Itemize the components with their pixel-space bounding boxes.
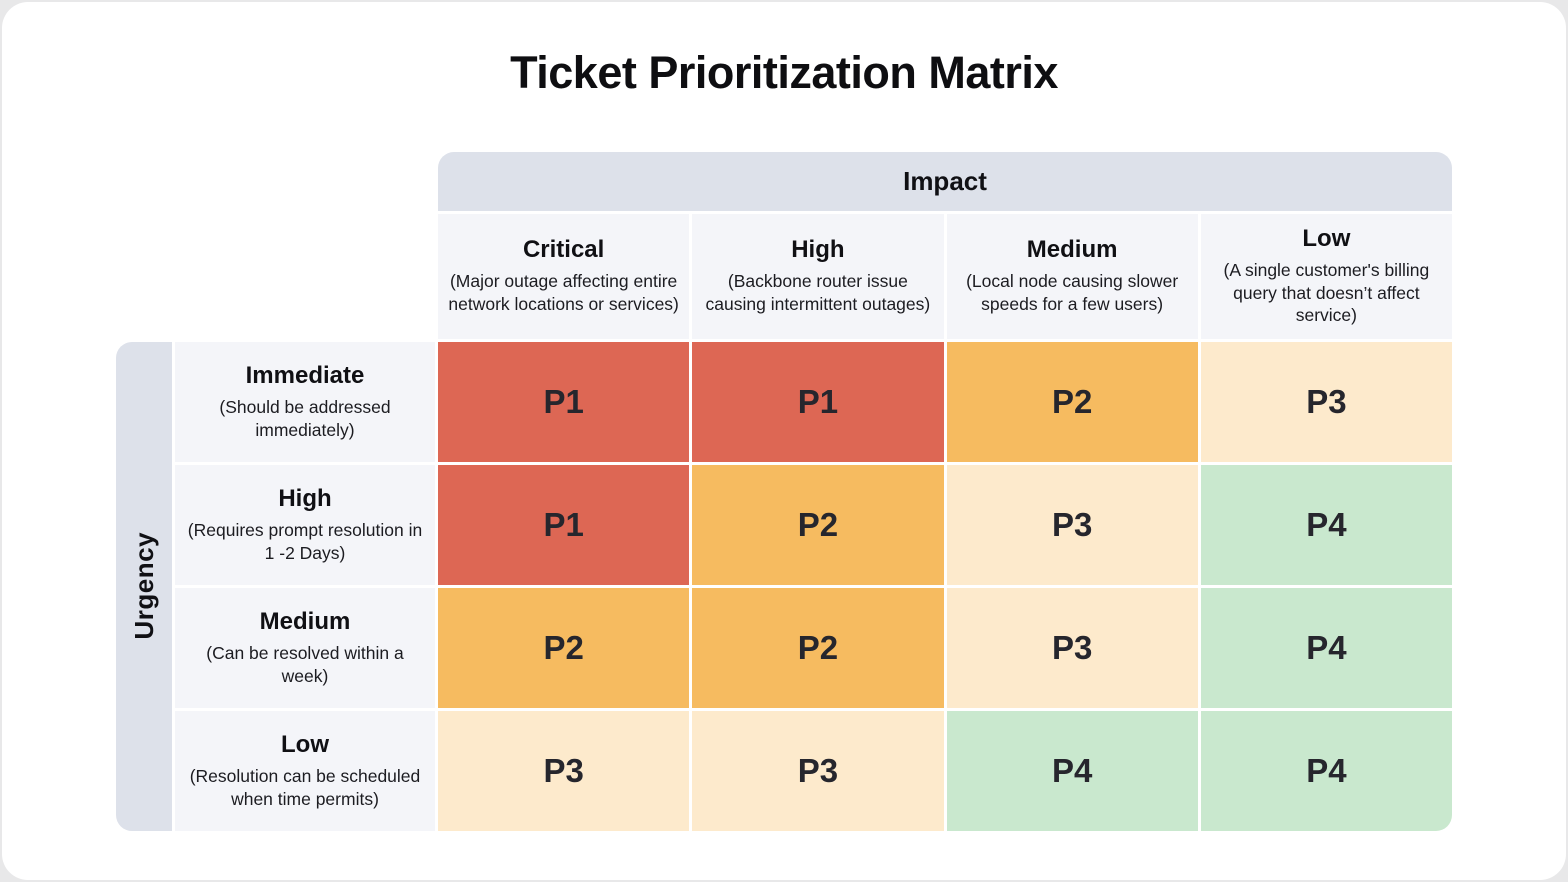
matrix-cell-high-high: P2 — [692, 464, 944, 585]
matrix-cell-medium-high: P2 — [692, 587, 944, 708]
impact-axis-bar: Impact — [438, 151, 1452, 211]
impact-header-label: Low — [1302, 224, 1351, 252]
impact-axis-label: Impact — [903, 165, 987, 196]
urgency-header-high: High (Requires prompt resolution in 1 -2… — [175, 464, 435, 585]
urgency-header-label: Immediate — [245, 361, 365, 389]
matrix-cell-high-low: P4 — [1200, 464, 1452, 585]
urgency-axis-bar: Urgency — [116, 341, 172, 831]
urgency-header-description: (Resolution can be scheduled when time p… — [189, 765, 421, 809]
matrix-cell-low-medium: P4 — [946, 710, 1198, 831]
urgency-header-label: High — [278, 484, 332, 512]
urgency-header-description: (Should be addressed immediately) — [219, 396, 391, 440]
impact-header-medium: Medium (Local node causing slower speeds… — [946, 213, 1198, 339]
page-title: Ticket Prioritization Matrix — [510, 47, 1058, 98]
impact-header-description: (Local node causing slower speeds for a … — [966, 271, 1179, 314]
impact-header-low: Low (A single customer's billing query t… — [1200, 213, 1452, 339]
urgency-axis-label: Urgency — [128, 532, 159, 640]
impact-header-label: Critical — [522, 236, 605, 264]
urgency-header-label: Low — [281, 730, 329, 758]
urgency-header-medium: Medium (Can be resolved within a week) — [175, 587, 435, 708]
matrix-cell-medium-critical: P2 — [438, 587, 690, 708]
urgency-header-immediate: Immediate (Should be addressed immediate… — [175, 341, 435, 462]
impact-header-description: (A single customer's billing query that … — [1223, 259, 1430, 326]
impact-header-label: High — [791, 236, 845, 264]
impact-header-description: (Major outage affecting entire network l… — [448, 271, 679, 314]
matrix-cell-immediate-high: P1 — [692, 341, 944, 462]
urgency-header-label: Medium — [259, 607, 351, 635]
matrix-cell-immediate-low: P3 — [1200, 341, 1452, 462]
urgency-header-description: (Can be resolved within a week) — [206, 642, 404, 686]
matrix-cell-medium-low: P4 — [1200, 587, 1452, 708]
matrix-cell-low-low: P4 — [1200, 710, 1452, 831]
matrix-cell-low-critical: P3 — [438, 710, 690, 831]
urgency-header-description: (Requires prompt resolution in 1 -2 Days… — [187, 519, 423, 563]
matrix-cell-high-critical: P1 — [438, 464, 690, 585]
impact-header-critical: Critical (Major outage affecting entire … — [438, 213, 690, 339]
urgency-header-low: Low (Resolution can be scheduled when ti… — [175, 710, 435, 831]
impact-header-label: Medium — [1026, 236, 1118, 264]
impact-header-description: (Backbone router issue causing intermitt… — [705, 271, 931, 314]
prioritization-matrix: Impact Critical (Major outage affecting … — [116, 151, 1452, 831]
matrix-cell-high-medium: P3 — [946, 464, 1198, 585]
impact-header-high: High (Backbone router issue causing inte… — [692, 213, 944, 339]
matrix-cell-medium-medium: P3 — [946, 587, 1198, 708]
matrix-cell-immediate-critical: P1 — [438, 341, 690, 462]
matrix-cell-immediate-medium: P2 — [946, 341, 1198, 462]
matrix-cell-low-high: P3 — [692, 710, 944, 831]
